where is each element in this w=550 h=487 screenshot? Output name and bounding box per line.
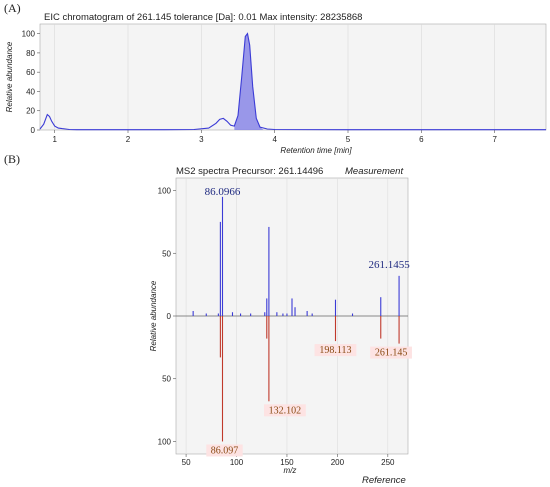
panel-a-x-tick-label: 5: [346, 135, 351, 144]
panel-b-x-tick-label: 50: [182, 458, 191, 467]
panel-b-bars: [192, 196, 400, 442]
panel-b-reference-label: Reference: [362, 475, 406, 486]
panel-b-y-ticks: 0 50 100 50 100: [158, 187, 176, 446]
panel-a-gridlines: [54, 24, 495, 130]
panel-b-title-right: Measurement: [345, 166, 403, 177]
panel-b-y-tick-label: 50: [162, 249, 171, 258]
panel-a-plot-area: [39, 23, 547, 131]
measurement-peak-label: 86.0966: [205, 186, 241, 198]
panel-a-x-tick-label: 3: [199, 135, 204, 144]
reference-peak-label: 198.113: [319, 345, 351, 356]
panel-b-x-tick-label: 100: [230, 458, 244, 467]
panel-a-x-tick-label: 2: [126, 135, 131, 144]
panel-a-y-tick-label: 100: [22, 30, 36, 39]
panel-b-data-labels: 86.0966 261.1455 86.097 132.102 198.113 261.1…: [205, 186, 412, 457]
panel-a-y-tick-label: 80: [26, 49, 35, 58]
panel-a-title: EIC chromatogram of 261.145 tolerance [D…: [44, 12, 362, 23]
panel-b-x-tick-label: 200: [331, 458, 345, 467]
panel-b-y-tick-label: 100: [158, 187, 172, 196]
panel-b-x-tick-label: 150: [280, 458, 294, 467]
panel-a-x-axis-label: Retention time [min]: [280, 146, 352, 155]
reference-label-highlight: [206, 444, 243, 457]
panel-a-eic-line: [39, 32, 546, 131]
panel-a-x-tick-label: 7: [492, 135, 497, 144]
panel-a-peak-area: [234, 33, 264, 130]
reference-label-highlight: [370, 346, 412, 359]
panel-a-series: [39, 32, 546, 131]
panel-a-x-tick-label: 6: [419, 135, 424, 144]
reference-label-highlight: [264, 404, 306, 417]
reference-label-highlight: [314, 344, 357, 357]
panel-a-y-tick-label: 20: [26, 107, 35, 116]
panel-a-y-tick-label: 40: [26, 87, 35, 96]
panel-b-y-tick-label: 100: [158, 437, 172, 446]
panel-a-x-tick-label: 4: [272, 135, 277, 144]
panel-b-y-axis-label: Relative abundance: [149, 280, 158, 351]
panel-b-y-tick-label: 50: [162, 375, 171, 384]
panel-a-x-tick-label: 1: [52, 135, 57, 144]
reference-peak-label: 132.102: [269, 405, 302, 416]
panel-b-y-tick-label: 0: [167, 312, 172, 321]
panel-a-y-ticks: 0 20 40 60 80 100: [22, 30, 40, 135]
panel-b-letter: (B): [4, 152, 20, 166]
measurement-peak-label: 261.1455: [368, 259, 410, 271]
reference-peak-label: 261.145: [375, 348, 408, 359]
reference-peak-label: 86.097: [211, 445, 239, 456]
panel-b-x-tick-label: 250: [381, 458, 395, 467]
panel-b-x-axis-label: m/z: [284, 466, 297, 475]
panel-a-x-ticks: 1 2 3 4 5 6 7: [52, 130, 497, 144]
panel-a-y-tick-label: 60: [26, 68, 35, 77]
panel-a-letter: (A): [4, 1, 21, 15]
panel-a-y-axis-label: Relative abundance: [5, 41, 14, 112]
panel-b-title: MS2 spectra Precursor: 261.14496: [176, 166, 323, 177]
panel-a-y-tick-label: 0: [31, 126, 36, 135]
